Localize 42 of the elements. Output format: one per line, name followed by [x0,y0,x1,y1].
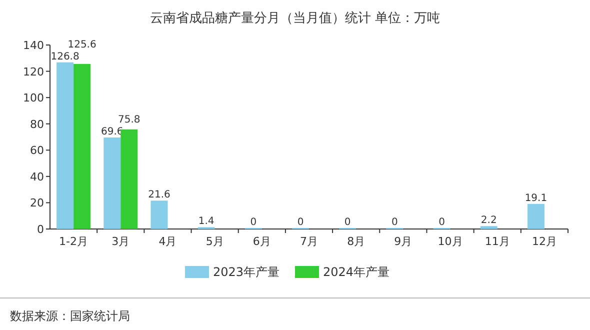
x-tick-label: 9月 [394,235,412,248]
y-tick-label: 60 [30,144,44,158]
bar [56,62,74,229]
x-tick-label: 5月 [206,235,224,248]
data-label: 0 [297,217,304,228]
data-label: 125.6 [68,39,96,50]
bar [120,129,138,229]
y-tick-label: 120 [23,65,44,78]
x-tick-label: 3月 [112,235,130,248]
source-note: 数据来源：国家统计局 [10,309,130,323]
x-tick-label: 10月 [438,235,463,248]
y-tick-label: 80 [30,118,44,131]
y-tick-label: 100 [23,92,44,105]
data-label: 75.8 [118,114,140,126]
y-tick-label: 20 [30,196,44,210]
bar [74,64,91,229]
y-tick-label: 0 [37,223,44,236]
data-label: 0 [344,217,351,228]
bar [104,138,121,229]
bar [527,204,544,229]
x-tick-label: 12月 [532,235,557,248]
x-tick-label: 1-2月 [59,235,88,248]
data-label: 126.8 [50,51,80,62]
bar [150,200,168,229]
x-tick-label: 11月 [484,235,510,248]
x-tick-label: 4月 [158,235,177,248]
data-label: 0 [250,217,257,228]
legend-label: 2024年产量 [323,265,390,279]
data-label: 21.6 [148,190,170,201]
x-tick-label: 6月 [252,235,271,248]
data-label: 0 [438,217,445,228]
data-label: 1.4 [198,216,214,228]
bar [480,226,498,229]
chart-title: 云南省成品糖产量分月（当月值）统计 单位：万吨 [150,11,440,26]
x-tick-label: 7月 [300,235,318,248]
y-tick-label: 140 [23,39,44,52]
x-tick-label: 8月 [347,235,366,248]
data-label: 19.1 [524,192,548,204]
y-tick-label: 40 [30,170,44,184]
legend-label: 2023年产量 [213,265,280,279]
data-label: 0 [391,217,398,228]
data-label: 2.2 [480,215,497,226]
